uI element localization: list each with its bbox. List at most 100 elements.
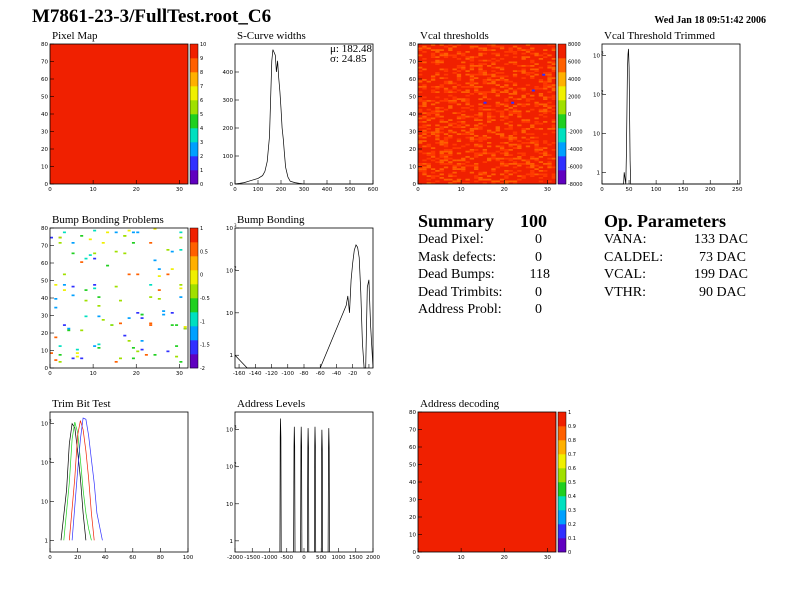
addr_levels-xtick-label: 1500 xyxy=(349,555,363,561)
trim_bit-series-line xyxy=(68,420,95,541)
vcal_thr-heat-cell xyxy=(547,157,552,160)
addr_decoding-colorbar-label: 0.7 xyxy=(568,452,576,458)
bump-ytick-label: 1 xyxy=(230,353,234,359)
vcal_thr-heat-cell xyxy=(512,138,518,141)
vcal_thr-heat-cell xyxy=(418,91,423,93)
vcal_thr-heat-cell xyxy=(499,77,505,79)
summary-title: Summary xyxy=(418,211,494,231)
bump_problems-heat-cell xyxy=(153,354,157,356)
vcal_thr-heat-cell xyxy=(465,107,470,109)
vcal_thr-heat-cell xyxy=(456,164,462,167)
vcal_thr-heat-cell xyxy=(474,45,479,48)
vcal_thr-heat-cell xyxy=(461,122,466,125)
vcal_thr-heat-cell xyxy=(465,115,470,118)
bump_problems-heat-cell xyxy=(110,324,114,326)
bump_problems-heat-cell xyxy=(179,249,183,251)
vcal_thr-heat-cell xyxy=(495,157,500,160)
vcal_thr-heat-cell xyxy=(465,94,470,97)
summary-box: Summary 100 Dead Pixel: 0 Mask defects: 0 D… xyxy=(418,211,550,320)
vcal_thr-heat-cell xyxy=(482,108,487,111)
vcal_thr-heat-cell xyxy=(517,145,522,148)
trim_bit-xtick-label: 20 xyxy=(74,555,81,561)
vcal_thr-heat-cell xyxy=(551,166,556,169)
op-parameters-title: Op. Parameters xyxy=(604,211,726,231)
vcal_thr-heat-cell xyxy=(521,121,526,123)
vcal_thr-colorbar-segment xyxy=(558,156,566,171)
vcal_thr-heat-cell xyxy=(538,156,544,158)
vcal_thr-heat-cell xyxy=(512,45,518,48)
vcal_thr-heat-cell xyxy=(504,175,509,177)
vcal_thr-heat-cell xyxy=(430,171,436,174)
vcal_thr-heat-cell xyxy=(465,136,470,139)
addr_decoding-ytick-label: 10 xyxy=(409,533,416,539)
vcal_thr-heat-cell xyxy=(543,152,548,155)
addr_levels-peak xyxy=(314,426,317,553)
vcal_thr-heat-cell xyxy=(538,54,544,57)
vcal_thr-heat-cell xyxy=(435,135,440,137)
vcal_thr-heat-cell xyxy=(487,136,492,139)
vcal_thr-heat-cell xyxy=(517,178,522,181)
trim_bit-xtick-label: 40 xyxy=(102,555,109,561)
vcal_thr-heat-cell xyxy=(512,98,518,100)
vcal_thr-heat-cell xyxy=(508,49,513,51)
vcal_thr-heat-cell xyxy=(499,86,505,88)
bump_problems-heat-cell xyxy=(80,235,84,237)
addr_decoding-xtick-label: 0 xyxy=(416,555,420,561)
vcal_thr-heat-cell xyxy=(418,66,423,69)
vcal_thr-heat-cell xyxy=(418,121,423,123)
bump-frame xyxy=(234,227,374,369)
bump_problems-heat-cell xyxy=(93,252,97,255)
vcal_thr-heat-cell xyxy=(456,124,462,127)
addr_levels-xtick-label: -500 xyxy=(281,555,294,561)
bump_problems-heat-cell xyxy=(183,327,187,330)
vcal_thr-heat-cell xyxy=(456,121,462,123)
vcal_thr-heat-cell xyxy=(543,108,548,111)
vcal_thr-heat-cell xyxy=(465,98,470,100)
vcal_thr-heat-cell xyxy=(551,49,556,51)
vcal_thr-heat-cell xyxy=(422,96,427,99)
vcal_thr-heat-cell xyxy=(482,63,487,65)
vcal_thr-heat-cell xyxy=(448,82,453,85)
vcal_thr-heat-cell xyxy=(422,115,427,118)
vcal_thr-heat-cell xyxy=(517,70,522,72)
vcal_trim-frame xyxy=(601,43,741,185)
vcal_thr-heat-cell xyxy=(538,87,544,90)
vcal_thr-heat-cell xyxy=(491,180,496,183)
vcal_thr-heat-cell xyxy=(491,49,496,51)
vcal_thr-heat-cell xyxy=(443,157,449,160)
vcal_thr-heat-cell xyxy=(456,98,462,100)
pixel_map-xtick-label: 10 xyxy=(90,187,97,193)
vcal_thr-heat-cell xyxy=(495,105,500,107)
trim_bit-ytick-label: 10 xyxy=(41,499,48,505)
vcal_thr-heat-cell xyxy=(430,168,436,170)
vcal_thr-heat-cell xyxy=(426,175,431,177)
vcal_thr-heat-cell xyxy=(422,86,427,88)
bump_problems-heat-cell xyxy=(58,345,62,347)
vcal_thr-heat-cell xyxy=(504,98,509,100)
vcal_thr-heat-cell xyxy=(452,82,457,85)
vcal_thr-heat-cell xyxy=(551,128,556,130)
vcal_thr-heat-cell xyxy=(530,59,535,62)
vcal_thr-heat-cell xyxy=(543,87,548,90)
vcal_thr-heat-cell xyxy=(508,135,513,137)
vcal_thr-heat-cell xyxy=(456,84,462,86)
vcal_thr-heat-cell xyxy=(435,138,440,141)
vcal_thr-heat-cell xyxy=(543,112,548,114)
bump_problems-heat-cell xyxy=(58,236,62,239)
bump_problems-heat-cell xyxy=(50,236,53,239)
vcal_thr-heat-cell xyxy=(551,94,556,97)
op-label: VTHR: xyxy=(604,284,646,300)
vcal_thr-heat-cell xyxy=(547,164,552,167)
vcal_thr-heat-cell xyxy=(504,86,509,88)
vcal_thr-heat-cell xyxy=(551,98,556,100)
vcal_thr-heat-cell xyxy=(443,68,449,71)
vcal_thr-heat-cell xyxy=(478,173,483,176)
vcal_trim-ytick-label: 1 xyxy=(597,170,601,176)
vcal_thr-heat-cell xyxy=(478,73,483,76)
vcal_thr-heat-cell xyxy=(517,175,522,177)
vcal_thr-heat-cell xyxy=(456,89,462,92)
bump_problems-heat-cell xyxy=(123,235,127,237)
vcal_thr-heat-cell xyxy=(495,129,500,132)
vcal_thr-heat-cell xyxy=(491,61,496,64)
vcal_thr-heat-cell xyxy=(439,68,444,71)
